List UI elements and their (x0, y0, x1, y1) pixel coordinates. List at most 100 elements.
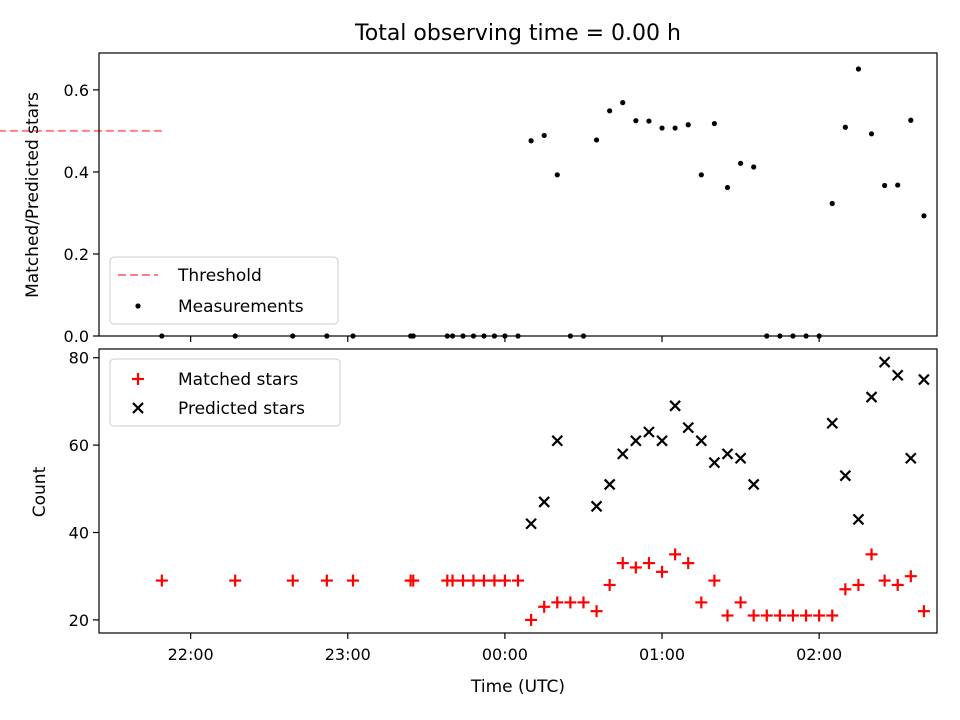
matched-star-point (878, 574, 891, 587)
matched-star-point (603, 578, 616, 591)
matched-star-point (446, 574, 459, 587)
measurement-point (829, 200, 835, 207)
matched-star-point (629, 561, 642, 574)
predicted-star-point (682, 421, 694, 434)
top-y-tick-label: 0.0 (64, 327, 89, 346)
bottom-legend-box (109, 358, 341, 427)
measurement-point (895, 182, 901, 188)
bottom-plot-frame (98, 348, 938, 634)
count-points (155, 356, 930, 626)
top-y-tick-label: 0.2 (64, 245, 89, 264)
matched-star-point (695, 596, 708, 609)
top-plot-frame (98, 52, 938, 337)
top-x-ticks (190, 336, 820, 342)
measurement-point (554, 172, 560, 178)
measurement-point (659, 125, 665, 131)
bottom-x-tick-label: 02:00 (796, 645, 842, 664)
predicted-star-point (721, 448, 734, 460)
matched-star-point (891, 578, 904, 591)
bottom-y-tick-label: 20 (69, 611, 89, 630)
predicted-star-point (878, 356, 891, 368)
matched-star-point (852, 578, 865, 591)
measurement-point (541, 132, 547, 139)
matched-star-point (590, 605, 603, 618)
measurement-point (855, 66, 862, 72)
matched-star-point (229, 574, 242, 587)
x-axis-label: Time (UTC) (470, 677, 565, 697)
top-panel: 0.0 0.2 0.4 0.6 Matched/Predicted stars Thr… (0, 52, 938, 346)
predicted-star-point (839, 469, 852, 482)
bottom-y-tick-label: 40 (69, 524, 89, 543)
bottom-x-tick-label: 00:00 (482, 645, 528, 664)
matched-star-point (616, 557, 629, 570)
predicted-star-point (643, 426, 655, 438)
bottom-y-axis-label: Count (30, 466, 50, 517)
matched-star-point (477, 574, 490, 587)
measurement-point (607, 108, 613, 114)
matched-star-point (457, 574, 470, 587)
bottom-y-tick-label: 60 (69, 436, 89, 455)
predicted-star-point (708, 456, 721, 469)
matched-star-point (347, 574, 360, 587)
predicted-star-point (891, 369, 904, 381)
matched-star-point (682, 557, 695, 570)
matched-star-point (286, 574, 299, 587)
predicted-star-point (656, 434, 668, 447)
predicted-star-point (590, 500, 603, 513)
matched-star-point (551, 596, 564, 609)
measurement-point (528, 138, 534, 144)
matched-star-point (669, 548, 682, 561)
predicted-star-point (852, 513, 865, 526)
measurement-point (633, 118, 639, 124)
top-legend-box (109, 256, 339, 325)
predicted-star-point (865, 391, 878, 403)
measurement-point (646, 118, 652, 124)
bottom-x-ticks: 22:00 23:00 00:00 01:00 02:00 (168, 633, 842, 664)
measurement-point (698, 172, 704, 178)
bottom-y-ticks: 20 40 60 80 (69, 349, 99, 630)
matched-star-point (773, 609, 786, 622)
measurement-point (868, 131, 875, 137)
matched-star-point (320, 574, 333, 587)
top-y-tick-label: 0.6 (64, 81, 89, 100)
legend-matched-swatch (132, 373, 144, 385)
measurement-point (921, 213, 927, 219)
predicted-star-point (525, 517, 537, 530)
top-legend: Threshold Measurements (109, 256, 339, 325)
matched-star-point (525, 613, 538, 626)
predicted-star-point (551, 434, 564, 447)
matched-star-point (407, 574, 420, 587)
predicted-star-point (630, 434, 642, 447)
matched-star-point (747, 609, 760, 622)
measurement-point (751, 164, 757, 170)
measurement-point (593, 137, 600, 143)
bottom-x-tick-label: 23:00 (325, 645, 371, 664)
predicted-star-point (905, 452, 917, 465)
top-y-axis-label: Matched/Predicted stars (23, 92, 43, 298)
top-y-ticks: 0.0 0.2 0.4 0.6 (64, 81, 99, 346)
matched-star-point (721, 609, 734, 622)
legend-measurements-label: Measurements (178, 297, 304, 317)
matched-star-point (826, 609, 839, 622)
legend-predicted-label: Predicted stars (178, 399, 305, 419)
predicted-star-point (918, 373, 930, 386)
matched-star-point (538, 600, 551, 613)
matched-star-point (577, 596, 590, 609)
matched-star-point (512, 574, 524, 587)
measurement-point (842, 124, 848, 130)
measurement-point (908, 117, 914, 123)
bottom-x-tick-label: 22:00 (168, 645, 214, 664)
measurement-point (724, 184, 731, 191)
top-y-tick-label: 0.4 (64, 163, 89, 182)
predicted-star-point (669, 400, 681, 412)
figure-title: Total observing time = 0.00 h (354, 21, 681, 46)
legend-measurements-swatch (135, 303, 141, 309)
matched-star-point (813, 609, 826, 622)
matched-star-point (564, 596, 577, 609)
measurement-point (685, 122, 691, 128)
matched-star-point (786, 609, 799, 622)
matched-star-point (708, 574, 721, 587)
predicted-star-point (826, 417, 839, 430)
predicted-star-point (747, 478, 760, 491)
bottom-x-tick-label: 01:00 (639, 645, 685, 664)
